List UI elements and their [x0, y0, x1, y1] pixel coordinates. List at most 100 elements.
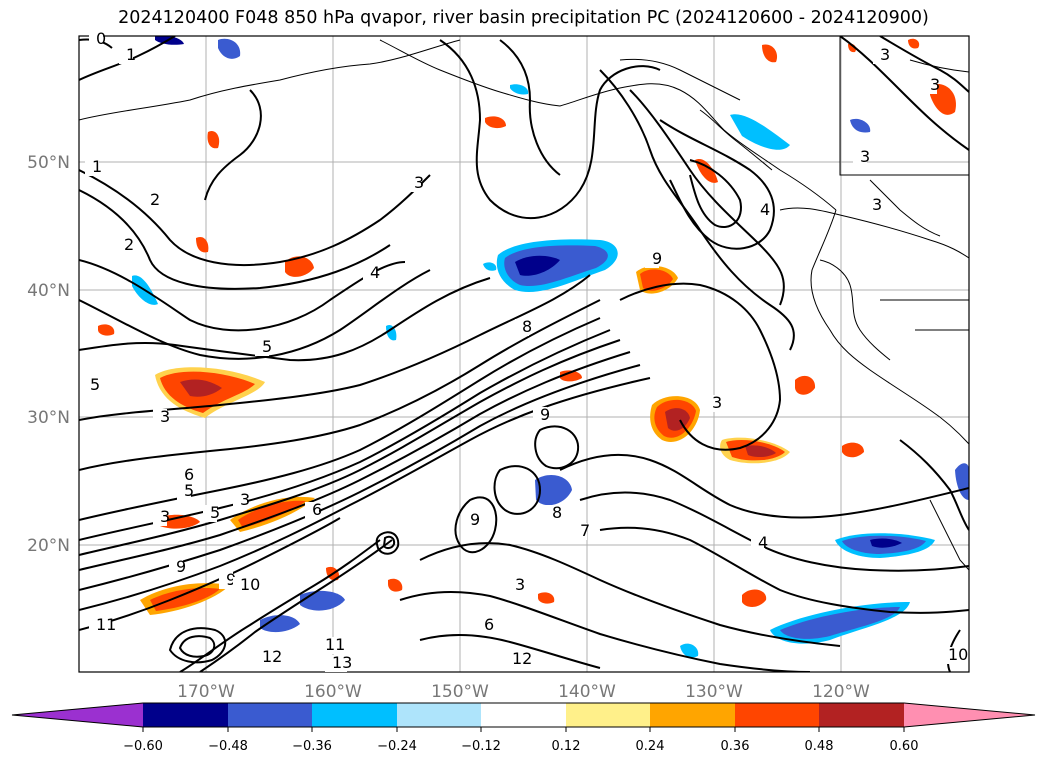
contour-label-background — [545, 505, 559, 522]
contour-label-background — [318, 637, 340, 654]
contour-label: 3 — [712, 393, 722, 412]
lon-label-170w: 170°W — [177, 682, 235, 702]
contour-label: 9 — [470, 510, 480, 529]
contour-label-background — [515, 319, 529, 336]
contour-label-background — [177, 483, 191, 500]
contour-label-background — [255, 339, 269, 356]
contour-label: 13 — [332, 653, 352, 672]
contour-label: 5 — [90, 375, 100, 394]
contour-label-background — [751, 535, 765, 552]
colorbar-segment — [566, 703, 650, 727]
contour-label: 7 — [580, 521, 590, 540]
contour-label: 9 — [540, 405, 550, 424]
contour-label-background — [508, 577, 522, 594]
contour-label: 10 — [240, 575, 260, 594]
longitude-labels: 170°W 160°W 150°W 140°W 130°W 120°W — [177, 682, 870, 702]
colorbar-tick-label: 0.48 — [805, 739, 834, 754]
contour-label-background — [941, 647, 963, 664]
positive-anomaly-patch — [720, 437, 790, 464]
contour-label-background — [219, 572, 233, 589]
contour-label-background — [233, 492, 247, 509]
positive-anomaly-patch — [485, 116, 506, 129]
positive-anomaly-patch — [98, 324, 115, 336]
colorbar-tick-label: 0.36 — [721, 739, 750, 754]
colorbar-segment — [312, 703, 397, 727]
map-title: 2024120400 F048 850 hPa qvapor, river ba… — [118, 8, 929, 28]
lat-label-50n: 50°N — [27, 153, 70, 173]
contour-label-background — [83, 377, 97, 394]
negative-anomaly-patch — [850, 118, 871, 133]
negative-anomaly-patch — [680, 643, 699, 658]
contour-label: 1 — [126, 45, 136, 64]
contour-label-background — [325, 655, 347, 672]
negative-anomaly-patch — [535, 475, 572, 506]
contour-label: 11 — [96, 615, 116, 634]
contour-label: 3 — [240, 490, 250, 509]
contour-label-background — [505, 651, 527, 668]
positive-anomaly-patch — [140, 583, 230, 615]
contour-label: 2 — [124, 235, 134, 254]
colorbar-tick-label: −0.60 — [123, 739, 163, 754]
contour-label: 3 — [160, 407, 170, 426]
precipitation-pc-shading — [98, 36, 969, 658]
contour-label: 6 — [312, 500, 322, 519]
contour-label: 3 — [515, 575, 525, 594]
negative-anomaly-patch — [496, 239, 618, 292]
contour-label: 6 — [484, 615, 494, 634]
contour-label: 5 — [184, 481, 194, 500]
lon-label-130w: 130°W — [685, 682, 743, 702]
positive-anomaly-patch — [160, 514, 200, 529]
contour-label-background — [85, 159, 99, 176]
contour-label: 4 — [760, 200, 770, 219]
contour-label-background — [203, 505, 217, 522]
contour-label: 11 — [325, 635, 345, 654]
positive-anomaly-patch — [695, 159, 718, 183]
contour-label: 6 — [184, 465, 194, 484]
colorbar-segment — [481, 703, 566, 727]
contour-label-background — [363, 265, 377, 282]
positive-anomaly-patch — [560, 370, 582, 382]
contour-label-background — [407, 175, 421, 192]
positive-anomaly-patch — [155, 367, 265, 418]
contour-label-background — [117, 237, 131, 254]
contour-label-background — [177, 467, 191, 484]
contour-label: 4 — [758, 533, 768, 552]
lat-label-40n: 40°N — [27, 281, 70, 301]
colorbar-tick-label: −0.48 — [208, 739, 248, 754]
negative-anomaly-patch — [730, 114, 790, 150]
colorbar-tick-label: −0.36 — [292, 739, 332, 754]
contour-label-background — [533, 407, 547, 424]
colorbar-tick-label: 0.24 — [636, 739, 665, 754]
lat-label-30n: 30°N — [27, 408, 70, 428]
lat-label-20n: 20°N — [27, 536, 70, 556]
negative-anomaly-patch — [835, 533, 935, 558]
positive-anomaly-patch — [388, 578, 403, 592]
colorbar: −0.60 −0.48 −0.36 −0.24 −0.12 0.12 0.24 … — [11, 702, 1036, 754]
lon-label-150w: 150°W — [431, 682, 489, 702]
contour-label-background — [923, 77, 937, 94]
positive-anomaly-patch — [196, 236, 209, 253]
coastlines — [79, 36, 969, 571]
contour-label: 3 — [872, 195, 882, 214]
contour-label: 9 — [652, 249, 662, 268]
negative-anomaly-patch — [483, 262, 497, 271]
negative-anomaly-patch — [510, 84, 529, 95]
colorbar-tick-label: 0.12 — [552, 739, 581, 754]
contour-label: 9 — [176, 557, 186, 576]
negative-anomaly-patch — [260, 615, 300, 633]
contour-label-background — [853, 149, 867, 166]
map-frame — [78, 35, 970, 673]
contour-label: 0 — [96, 29, 106, 48]
contour-label-background — [573, 523, 587, 540]
contour-label: 3 — [880, 45, 890, 64]
negative-anomaly-patch — [386, 324, 397, 341]
positive-anomaly-patch — [285, 256, 314, 277]
contour-label: 10 — [948, 645, 968, 664]
positive-anomaly-patch — [538, 592, 555, 604]
lon-label-160w: 160°W — [304, 682, 362, 702]
contour-label-background — [305, 502, 319, 519]
colorbar-tick-label: −0.24 — [377, 739, 417, 754]
positive-anomaly-patch — [842, 442, 864, 458]
contour-label: 8 — [552, 503, 562, 522]
